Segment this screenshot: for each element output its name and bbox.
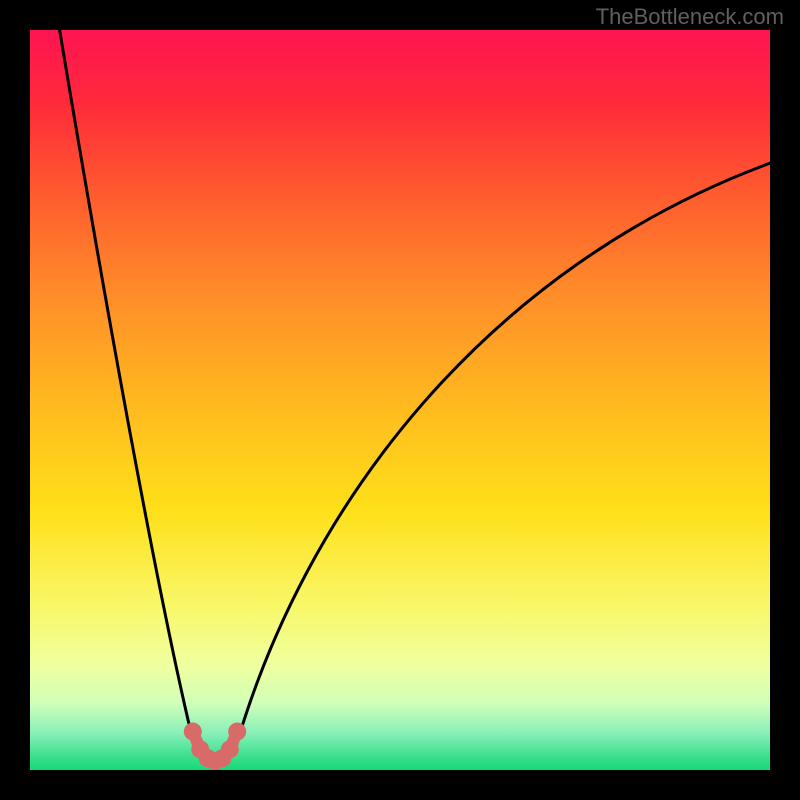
watermark-text: TheBottleneck.com <box>596 4 784 30</box>
chart-curve-layer <box>30 30 770 770</box>
chart-plot-area <box>30 30 770 770</box>
curve-right-branch <box>234 163 771 755</box>
marker-dot <box>184 723 202 741</box>
marker-dot <box>221 740 239 758</box>
curve-left-branch <box>60 30 197 755</box>
marker-dot <box>228 723 246 741</box>
